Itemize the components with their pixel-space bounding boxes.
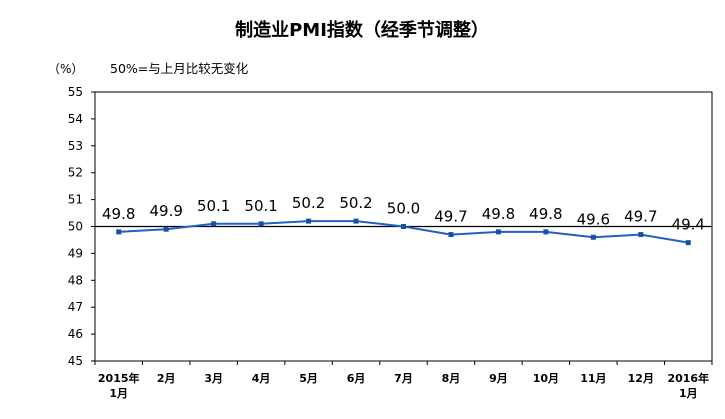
data-point	[116, 229, 122, 235]
x-tick-label-line: 8月	[442, 372, 461, 385]
data-label: 49.8	[102, 205, 135, 223]
x-tick-label: 6月	[347, 372, 366, 385]
data-point	[211, 221, 217, 227]
chart-note: 50%=与上月比较无变化	[110, 61, 249, 76]
data-point	[163, 226, 169, 232]
y-tick-label: 45	[68, 354, 83, 368]
x-tick-label-line: 12月	[628, 372, 654, 385]
data-point	[638, 232, 644, 238]
data-point	[448, 232, 454, 238]
y-tick-label: 53	[68, 139, 83, 153]
y-tick-label: 54	[68, 112, 83, 126]
data-label: 50.1	[197, 197, 230, 215]
x-tick-label-line: 1月	[679, 387, 698, 400]
data-label: 50.0	[387, 200, 420, 218]
x-tick-label: 11月	[580, 372, 606, 385]
x-tick-label-line: 7月	[394, 372, 413, 385]
x-tick-label: 9月	[489, 372, 508, 385]
x-tick-label-line: 2月	[157, 372, 176, 385]
data-point	[258, 221, 264, 227]
x-tick-label: 5月	[299, 372, 318, 385]
data-label: 49.7	[434, 208, 467, 226]
data-label: 50.2	[292, 194, 325, 212]
x-tick-label-line: 10月	[533, 372, 559, 385]
data-label: 49.6	[577, 210, 610, 228]
x-tick-label-line: 9月	[489, 372, 508, 385]
y-tick-label: 46	[68, 327, 83, 341]
y-tick-label: 52	[68, 166, 83, 180]
y-tick-label: 50	[68, 220, 83, 234]
x-tick-label-line: 11月	[580, 372, 606, 385]
data-point	[543, 229, 549, 235]
x-tick-label: 12月	[628, 372, 654, 385]
x-tick-label: 2015年 1月	[98, 371, 140, 400]
data-label: 49.8	[482, 205, 515, 223]
x-tick-label-line: 3月	[204, 372, 223, 385]
data-label: 49.4	[672, 216, 705, 234]
x-tick-label: 8月	[442, 372, 461, 385]
y-tick-label: 48	[68, 273, 83, 287]
x-tick-label: 3月	[204, 372, 223, 385]
y-tick-label: 55	[68, 85, 83, 99]
x-tick-label-line: 4月	[252, 372, 271, 385]
x-tick-label: 4月	[252, 372, 271, 385]
data-point	[401, 224, 406, 229]
plot-area: 45 46 47 48 49 50 51 52 53 54 55 2015年 1月 2月 3月 4月 5月 6月 7…	[68, 85, 713, 400]
y-axis-unit: （%）	[48, 62, 83, 76]
data-point	[685, 240, 691, 246]
x-tick-label-line: 5月	[299, 372, 318, 385]
x-tick-label: 2016年 1月	[667, 371, 709, 400]
y-tick-label: 51	[68, 193, 83, 207]
data-point	[495, 229, 501, 235]
x-tick-label: 2月	[157, 372, 176, 385]
x-tick-label-line: 1月	[109, 387, 128, 400]
x-tick-label: 7月	[394, 372, 413, 385]
data-label: 49.8	[529, 205, 562, 223]
data-point	[306, 218, 312, 224]
x-tick-label-line: 2016年	[667, 371, 709, 385]
x-tick-label-line: 6月	[347, 372, 366, 385]
data-label: 49.9	[149, 202, 182, 220]
x-tick-label-line: 2015年	[98, 371, 140, 385]
data-point	[590, 234, 596, 240]
data-label: 49.7	[624, 208, 657, 226]
data-point	[353, 218, 359, 224]
chart-title: 制造业PMI指数（经季节调整）	[235, 19, 489, 41]
y-tick-label: 47	[68, 300, 83, 314]
y-tick-label: 49	[68, 246, 83, 260]
data-label: 50.2	[339, 194, 372, 212]
data-label: 50.1	[244, 197, 277, 215]
x-tick-label: 10月	[533, 372, 559, 385]
